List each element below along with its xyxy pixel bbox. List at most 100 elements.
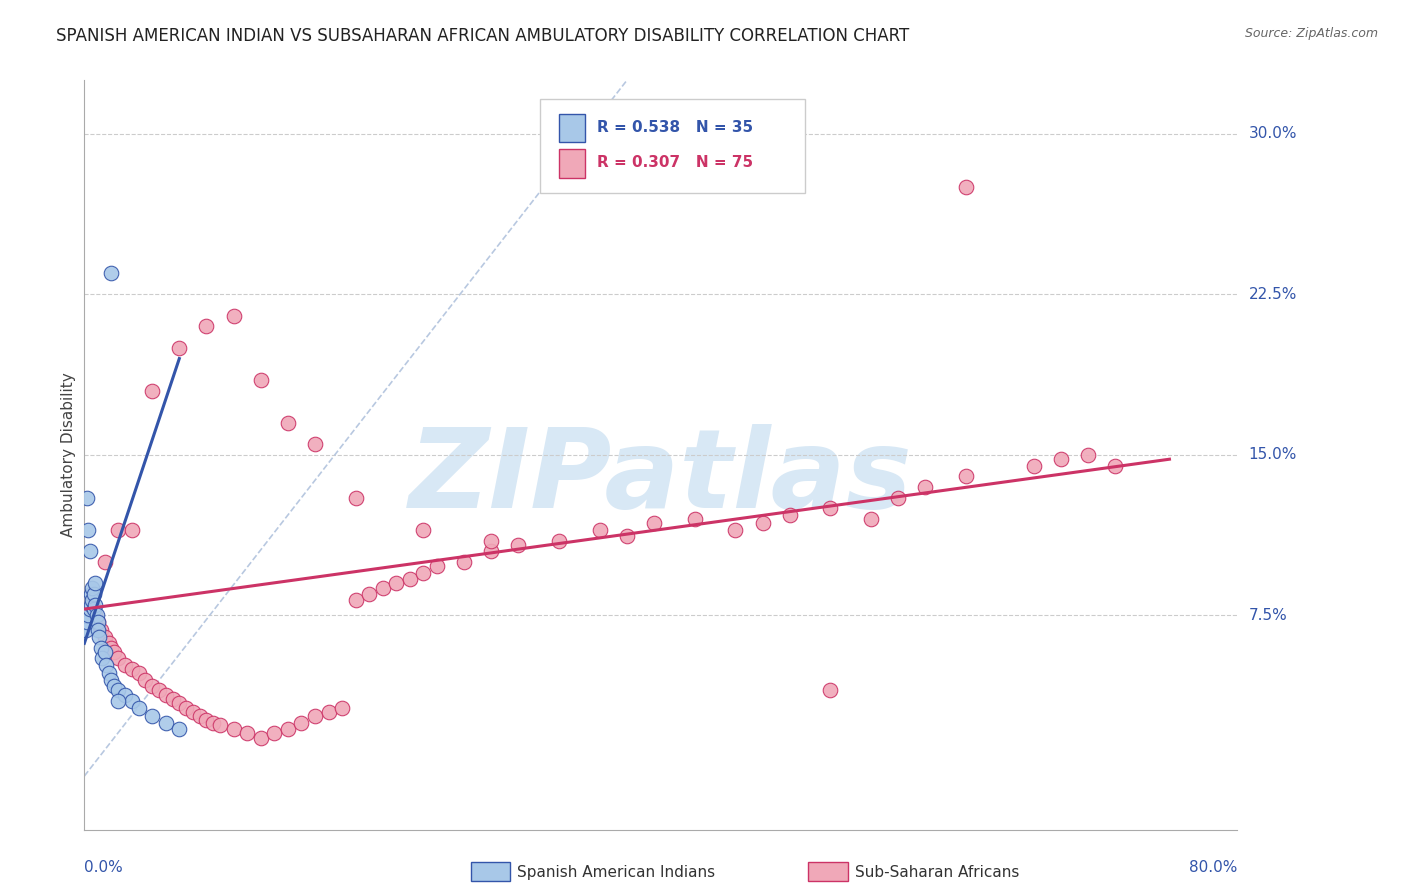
Point — [91, 651, 114, 665]
FancyBboxPatch shape — [540, 99, 806, 193]
Point — [82, 581, 104, 595]
Point — [169, 341, 191, 355]
Point — [385, 576, 408, 591]
Point — [195, 714, 218, 728]
Point — [860, 512, 883, 526]
Point — [616, 529, 638, 543]
Point — [75, 624, 97, 638]
Text: R = 0.538   N = 35: R = 0.538 N = 35 — [598, 120, 754, 135]
Point — [80, 602, 103, 616]
Point — [202, 715, 225, 730]
Point — [1104, 458, 1126, 473]
Point — [128, 666, 150, 681]
Point — [1050, 452, 1073, 467]
Point — [548, 533, 571, 548]
Point — [162, 692, 184, 706]
Point — [141, 384, 163, 398]
Point — [121, 694, 143, 708]
Point — [169, 722, 191, 736]
Point — [84, 608, 107, 623]
Point — [84, 576, 107, 591]
Text: ZIPatlas: ZIPatlas — [409, 424, 912, 531]
Point — [86, 608, 108, 623]
Point — [107, 651, 129, 665]
Point — [426, 559, 449, 574]
Point — [76, 615, 98, 629]
Point — [128, 700, 150, 714]
Point — [359, 587, 381, 601]
Point — [263, 726, 285, 740]
Point — [643, 516, 665, 531]
Text: 30.0%: 30.0% — [1249, 127, 1296, 141]
Point — [589, 523, 612, 537]
Text: 80.0%: 80.0% — [1189, 860, 1237, 875]
Text: 22.5%: 22.5% — [1249, 287, 1296, 301]
Point — [121, 662, 143, 676]
Point — [1077, 448, 1099, 462]
Point — [399, 572, 422, 586]
Point — [155, 688, 177, 702]
Point — [93, 645, 115, 659]
Point — [249, 373, 271, 387]
Point — [188, 709, 211, 723]
Point — [155, 715, 177, 730]
Point — [121, 523, 143, 537]
Point — [277, 722, 299, 736]
Point — [87, 615, 110, 629]
Point — [87, 615, 110, 629]
Point — [107, 694, 129, 708]
Text: Source: ZipAtlas.com: Source: ZipAtlas.com — [1244, 27, 1378, 40]
Point — [169, 696, 191, 710]
Text: SPANISH AMERICAN INDIAN VS SUBSAHARAN AFRICAN AMBULATORY DISABILITY CORRELATION : SPANISH AMERICAN INDIAN VS SUBSAHARAN AF… — [56, 27, 910, 45]
Point — [236, 726, 259, 740]
Text: Sub-Saharan Africans: Sub-Saharan Africans — [855, 865, 1019, 880]
Point — [249, 731, 271, 745]
Point — [412, 566, 434, 580]
Point — [479, 533, 502, 548]
Point — [479, 544, 502, 558]
Point — [97, 666, 120, 681]
Point — [82, 593, 104, 607]
Point — [94, 657, 117, 672]
Point — [97, 636, 120, 650]
Point — [90, 640, 112, 655]
Point — [84, 598, 107, 612]
Point — [114, 688, 136, 702]
Point — [174, 700, 197, 714]
Point — [277, 416, 299, 430]
Point — [134, 673, 156, 687]
Point — [453, 555, 475, 569]
Point — [371, 581, 394, 595]
Point — [80, 598, 103, 612]
Point — [90, 624, 112, 638]
Point — [344, 491, 367, 505]
Point — [107, 683, 129, 698]
Point — [100, 673, 122, 687]
Point — [79, 602, 101, 616]
Point — [93, 630, 115, 644]
Point — [508, 538, 530, 552]
Point — [887, 491, 910, 505]
Y-axis label: Ambulatory Disability: Ambulatory Disability — [60, 373, 76, 537]
FancyBboxPatch shape — [560, 149, 585, 178]
Point — [103, 679, 125, 693]
Point — [76, 491, 98, 505]
Point — [83, 587, 105, 601]
Point — [955, 180, 977, 194]
Point — [77, 523, 100, 537]
Point — [779, 508, 801, 522]
Point — [148, 683, 170, 698]
Point — [683, 512, 706, 526]
Point — [141, 709, 163, 723]
Point — [181, 705, 204, 719]
Point — [318, 705, 340, 719]
Point — [820, 683, 842, 698]
Point — [222, 722, 245, 736]
Point — [83, 602, 105, 616]
Point — [290, 715, 312, 730]
Text: Spanish American Indians: Spanish American Indians — [517, 865, 716, 880]
Point — [304, 437, 326, 451]
Point — [820, 501, 842, 516]
Text: 15.0%: 15.0% — [1249, 448, 1296, 462]
Point — [141, 679, 163, 693]
